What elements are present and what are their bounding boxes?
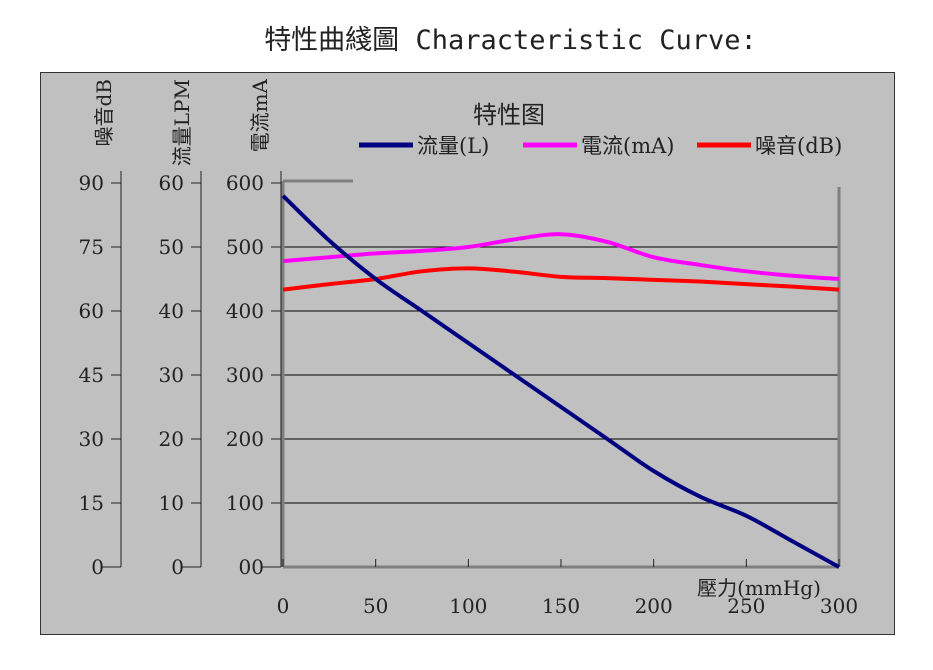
legend-label: 電流(mA) — [581, 134, 674, 158]
current-tick-label: 500 — [226, 235, 264, 259]
page-title: 特性曲綫圖 Characteristic Curve: — [264, 25, 757, 56]
chart-title: 特性图 — [473, 101, 545, 129]
noise-tick-label: 0 — [91, 555, 104, 579]
current-tick-label: 600 — [226, 171, 264, 195]
flow-tick-label: 60 — [159, 171, 184, 195]
axes: 0 50 100 150 200 250 3000153045607590噪音dB01020… — [79, 78, 859, 618]
current-tick-label: 00 — [239, 555, 264, 579]
characteristic-chart: 特性图 流量(L) 電流(mA) 噪音(dB) 0 50 100 150 200 250 300… — [79, 78, 859, 618]
legend-label: 噪音(dB) — [755, 134, 842, 158]
noise-tick-label: 90 — [79, 171, 104, 195]
noise-tick-label: 15 — [79, 491, 104, 515]
flow-tick-label: 50 — [159, 235, 184, 259]
flow-tick-label: 20 — [159, 427, 184, 451]
noise-tick-label: 60 — [79, 299, 104, 323]
series-line-flow — [281, 194, 840, 569]
current-tick-label: 200 — [226, 427, 264, 451]
x-tick-label: 150 — [542, 594, 580, 618]
x-tick-label: 100 — [449, 594, 487, 618]
legend: 流量(L) 電流(mA) 噪音(dB) — [359, 134, 842, 158]
x-tick-label: 0 — [277, 594, 290, 618]
flow-tick-label: 30 — [159, 363, 184, 387]
noise-tick-label: 30 — [79, 427, 104, 451]
current-axis-label: 電流mA — [248, 78, 272, 152]
current-tick-label: 300 — [226, 363, 264, 387]
x-tick-label: 50 — [363, 594, 388, 618]
series-line-current — [282, 232, 840, 281]
noise-tick-label: 45 — [79, 363, 104, 387]
current-tick-label: 400 — [226, 299, 264, 323]
x-tick-label: 250 — [727, 594, 765, 618]
flow-axis-label: 流量LPM — [170, 79, 194, 166]
current-tick-label: 100 — [226, 491, 264, 515]
x-tick-label: 200 — [635, 594, 673, 618]
grid-lines — [283, 246, 839, 504]
noise-tick-label: 75 — [79, 235, 104, 259]
flow-tick-label: 10 — [159, 491, 184, 515]
flow-tick-label: 0 — [171, 555, 184, 579]
chart-frame: 特性图 流量(L) 電流(mA) 噪音(dB) 0 50 100 150 200 250 300… — [40, 72, 895, 635]
legend-label: 流量(L) — [417, 134, 489, 158]
flow-tick-label: 40 — [159, 299, 184, 323]
x-tick-label: 300 — [820, 594, 858, 618]
series-lines — [281, 194, 840, 569]
x-axis-label: 壓力(mmHg) — [697, 576, 821, 600]
noise-axis-label: 噪音dB — [92, 79, 116, 147]
